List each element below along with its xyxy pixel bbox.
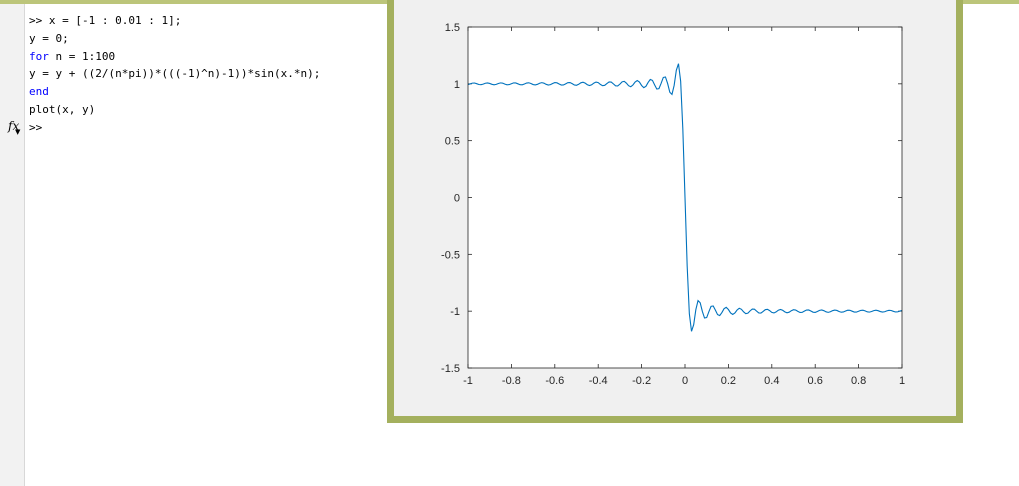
x-tick-label: 1 xyxy=(899,375,905,387)
series-line xyxy=(467,63,903,332)
x-tick-label: 0.8 xyxy=(851,375,866,387)
x-tick-label: 0.6 xyxy=(808,375,823,387)
code-text: n = 1:100 xyxy=(48,49,116,63)
x-tick-label: -0.8 xyxy=(502,375,521,387)
command-window-gutter xyxy=(0,4,25,486)
x-tick-label: -1 xyxy=(463,375,473,387)
prompt: >> xyxy=(29,14,49,27)
y-tick-label: -1 xyxy=(450,306,460,318)
chevron-down-icon: ▼ xyxy=(15,128,21,136)
command-window[interactable]: >> x = [-1 : 0.01 : 1]; y = 0; for n = 1:1… xyxy=(29,12,320,137)
command-line-1: >> x = [-1 : 0.01 : 1]; xyxy=(29,12,320,30)
fx-icon[interactable]: fx ▼ xyxy=(8,119,21,136)
figure-canvas: -1 -0.8 -0.6 -0.4 -0.2 0 0.2 0.4 0.6 0.8 1 -1.5 -1-… xyxy=(394,0,956,416)
keyword-for: for xyxy=(29,49,49,63)
x-tick-label: -0.4 xyxy=(589,375,608,387)
figure-window[interactable]: -1 -0.8 -0.6 -0.4 -0.2 0 0.2 0.4 0.6 0.8 1 -1.5 -1-… xyxy=(387,0,963,423)
y-tick-label: -1.5 xyxy=(441,363,460,375)
axes-box xyxy=(467,26,903,369)
y-tick-label: 1 xyxy=(454,79,460,91)
code-text: y = 0; xyxy=(29,31,69,45)
command-line-5: end xyxy=(29,83,320,101)
y-tick-label: 1.5 xyxy=(445,22,460,34)
current-prompt-line[interactable]: >> xyxy=(29,119,320,137)
x-tick-label: -0.6 xyxy=(545,375,564,387)
fx-label: fx xyxy=(8,119,20,133)
plot-svg: -1 -0.8 -0.6 -0.4 -0.2 0 0.2 0.4 0.6 0.8 1 -1.5-1-… xyxy=(441,22,905,387)
command-line-2: y = 0; xyxy=(29,30,320,48)
keyword-end: end xyxy=(29,85,49,99)
code-text: y = y + ((2/(n*pi))*(((-1)^n)-1))*sin(x.… xyxy=(29,67,321,81)
y-ticks: -1.5 -1 -0.5 0 0.5 1 1.5 xyxy=(441,22,902,375)
current-prompt: >> xyxy=(29,120,43,134)
y-tick-label: 0 xyxy=(454,193,460,205)
code-text: x = [-1 : 0.01 : 1]; xyxy=(48,14,182,27)
x-ticks: -1 -0.8 -0.6 -0.4 -0.2 0 0.2 0.4 0.6 0.8 1 xyxy=(463,27,905,387)
x-tick-label: 0.2 xyxy=(721,375,736,387)
y-tick-label: -0.5 xyxy=(441,249,460,261)
command-line-4: y = y + ((2/(n*pi))*(((-1)^n)-1))*sin(x.… xyxy=(29,65,320,83)
x-tick-label: 0.4 xyxy=(764,375,779,387)
command-line-6: plot(x, y) xyxy=(29,101,320,119)
command-line-3: for n = 1:100 xyxy=(29,48,320,66)
x-tick-label: -0.2 xyxy=(632,375,651,387)
code-text: plot(x, y) xyxy=(29,102,96,116)
y-tick-label: 0.5 xyxy=(445,136,460,148)
x-tick-label: 0 xyxy=(682,375,688,387)
